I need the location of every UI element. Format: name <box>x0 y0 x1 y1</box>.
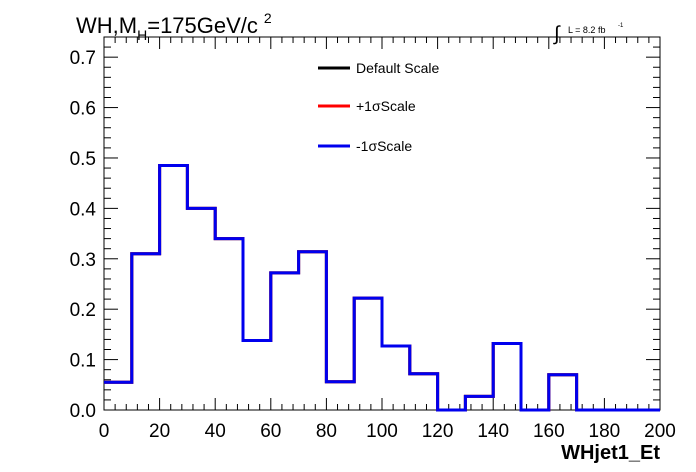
x-tick-label: 0 <box>99 421 110 442</box>
y-tick-label: 0.4 <box>70 199 97 220</box>
x-axis-title: WHjet1_Et <box>561 442 660 464</box>
title-main: WH,M <box>76 13 137 38</box>
legend-label: +1σScale <box>356 98 416 114</box>
title-superscript: 2 <box>264 10 272 26</box>
legend: Default Scale +1σScale -1σScale <box>318 60 439 154</box>
x-tick-label: 20 <box>149 421 170 442</box>
title-rest: =175GeV/c <box>147 13 258 38</box>
legend-label: -1σScale <box>356 138 412 154</box>
plot-frame <box>103 36 661 411</box>
x-tick-label: 200 <box>644 421 676 442</box>
title-subscript: H <box>137 27 147 43</box>
y-tick-label: 0.3 <box>70 250 96 271</box>
lumi-label: L = 8.2 fb <box>568 25 605 35</box>
legend-label: Default Scale <box>356 60 439 76</box>
x-axis-ticks: 0 20 40 60 80 100 120 140 160 180 200 <box>99 37 676 442</box>
x-tick-label: 160 <box>533 421 565 442</box>
y-tick-label: 0.6 <box>70 99 96 120</box>
y-tick-label: 0.5 <box>70 149 96 170</box>
y-tick-label: 0.1 <box>70 351 96 372</box>
x-tick-label: 60 <box>260 421 281 442</box>
x-tick-label: 140 <box>477 421 509 442</box>
lumi-superscript: -1 <box>618 23 624 29</box>
x-tick-label: 80 <box>316 421 337 442</box>
x-tick-label: 120 <box>422 421 454 442</box>
y-tick-label: 0.0 <box>70 401 96 422</box>
lumi-integral: ∫ <box>553 23 561 45</box>
series-layer <box>104 164 660 412</box>
chart-title: WH,MH=175GeV/c 2 <box>76 10 272 43</box>
x-tick-label: 100 <box>366 421 398 442</box>
x-tick-label: 180 <box>589 421 621 442</box>
y-tick-label: 0.2 <box>70 300 96 321</box>
x-tick-label: 40 <box>205 421 226 442</box>
series-line-3 <box>104 164 660 412</box>
y-axis-ticks: 0.0 0.1 0.2 0.3 0.4 0.5 0.6 0.7 <box>70 36 660 422</box>
y-tick-label: 0.7 <box>70 48 96 69</box>
